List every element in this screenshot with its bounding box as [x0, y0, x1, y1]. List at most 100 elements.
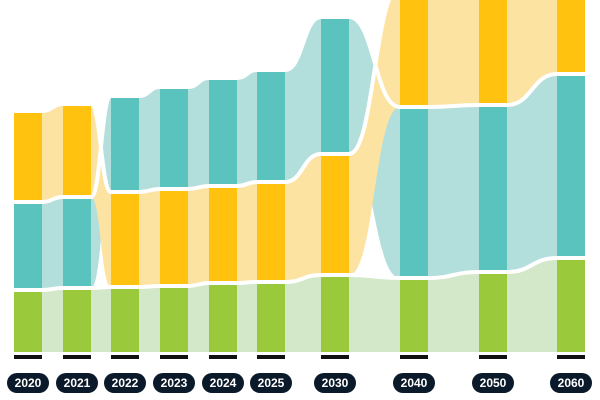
tick-mark [257, 355, 285, 359]
x-tick-label: 2030 [322, 376, 349, 390]
ribbon-edge [257, 152, 349, 184]
label-pill [153, 373, 195, 393]
ribbon-edge [209, 280, 285, 285]
tick-mark [557, 355, 585, 359]
bar [479, 0, 507, 103]
bar [63, 290, 91, 352]
x-tick-label: 2023 [161, 376, 188, 390]
bar [63, 199, 91, 286]
bar [400, 109, 428, 276]
bar [160, 288, 188, 352]
bar [160, 191, 188, 284]
ribbon-edge [257, 273, 349, 284]
x-tick-label: 2024 [210, 376, 237, 390]
bar [160, 89, 188, 187]
ribbon-edge [321, 273, 428, 280]
label-pill [202, 373, 244, 393]
bars [14, 0, 585, 352]
tick-mark [209, 355, 237, 359]
ribbon [507, 258, 557, 352]
separators [14, 0, 585, 292]
ribbon [139, 189, 160, 287]
ribbon [139, 286, 160, 352]
ribbon-edge [63, 102, 139, 194]
ribbon [285, 275, 321, 352]
tick-mark [160, 355, 188, 359]
label-pill [472, 373, 514, 393]
bar [14, 292, 42, 352]
x-tick-label: 2021 [64, 376, 91, 390]
bar [400, 0, 428, 105]
ribbon [349, 0, 400, 275]
ribbon [237, 282, 257, 352]
ribbon [188, 78, 209, 189]
ribbon [42, 197, 63, 290]
tick-mark [111, 355, 139, 359]
bar [111, 98, 139, 190]
ribbons [42, 0, 557, 352]
labels: 2020 2021 2022 2023 2024 2025 2030 2040 2050 2060 [7, 355, 592, 393]
ribbon [428, 272, 479, 352]
ribbon-edge [400, 103, 507, 109]
ribbon-edge [111, 85, 188, 98]
ribbon-edge [63, 285, 139, 290]
tick-mark [63, 355, 91, 359]
ribbon-edge [321, 0, 392, 156]
ribbon [188, 283, 209, 352]
bar [400, 280, 428, 352]
ribbon-edge [14, 102, 91, 113]
ribbon [42, 288, 63, 352]
tick-mark [14, 355, 42, 359]
tick-mark [479, 355, 507, 359]
bar [209, 285, 237, 352]
bar [257, 72, 285, 180]
ribbon [139, 87, 160, 192]
bar [111, 194, 139, 285]
ribbon-edge [111, 284, 188, 289]
bar [557, 76, 585, 256]
bar [479, 107, 507, 270]
tick-mark [400, 355, 428, 359]
bar [321, 156, 349, 273]
ribbon-edge [209, 68, 285, 80]
ribbon-edge [111, 187, 188, 194]
ribbon-edge [209, 180, 285, 188]
ribbon [428, 0, 479, 107]
label-pill [550, 373, 592, 393]
bar [111, 289, 139, 352]
x-tick-label: 2040 [401, 376, 428, 390]
ribbon [237, 70, 257, 186]
x-tick-label: 2025 [258, 376, 285, 390]
ribbon [349, 275, 400, 352]
bar [14, 204, 42, 288]
ribbon [91, 104, 111, 287]
ribbon [285, 17, 321, 182]
bar [209, 188, 237, 281]
label-pill [393, 373, 435, 393]
ribbon-edge [14, 286, 91, 292]
ribbon [237, 182, 257, 283]
label-pill [314, 373, 356, 393]
tick-mark [321, 355, 349, 359]
bar [557, 0, 585, 72]
ribbon [285, 154, 321, 282]
ribbon-edge [14, 195, 91, 204]
bar [479, 274, 507, 352]
ribbon-edge [160, 184, 237, 191]
x-tick-label: 2060 [558, 376, 585, 390]
ribbon-edge [479, 256, 585, 274]
ribbon-edge [479, 72, 585, 107]
label-pill [56, 373, 98, 393]
ribbon-edge [257, 15, 349, 72]
bar [257, 284, 285, 352]
ribbon [42, 104, 63, 202]
ribbon [91, 287, 111, 352]
x-tick-label: 2050 [480, 376, 507, 390]
ribbon-edge [400, 270, 507, 280]
bar [14, 113, 42, 200]
ribbon [188, 186, 209, 286]
label-pill [250, 373, 292, 393]
bar [63, 106, 91, 195]
bar [321, 19, 349, 152]
